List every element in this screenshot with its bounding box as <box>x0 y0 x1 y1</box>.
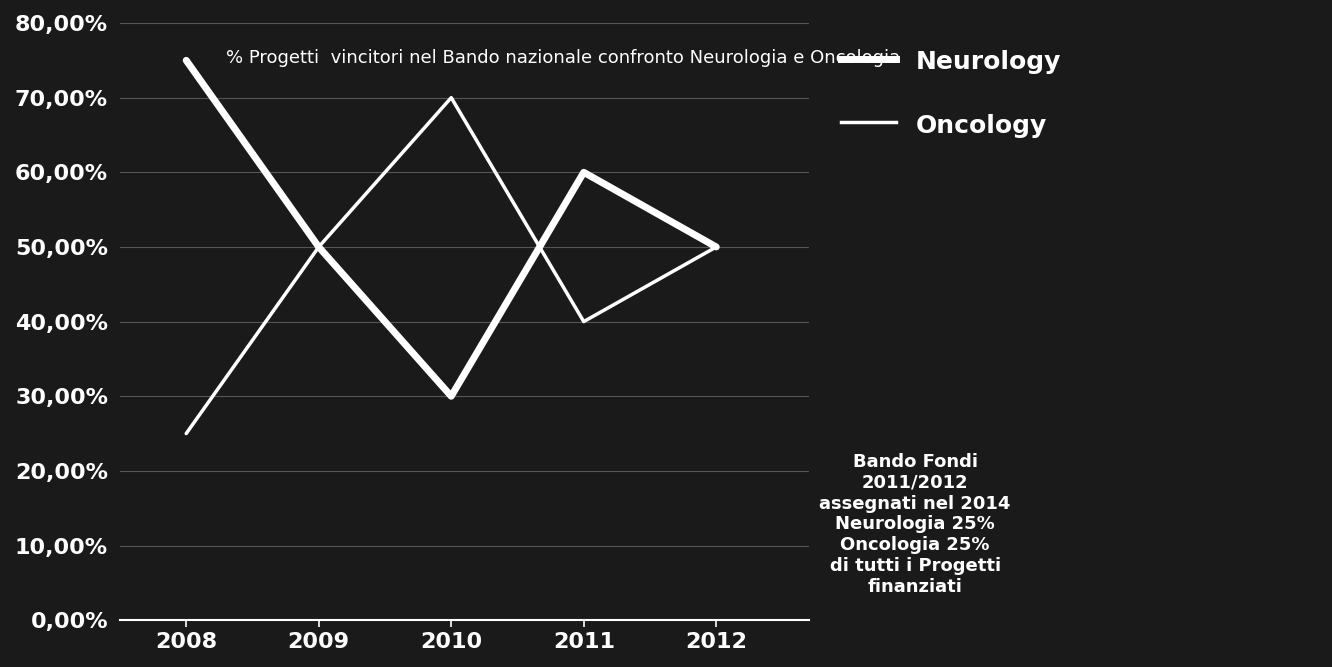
Legend: Neurology, Oncology: Neurology, Oncology <box>829 35 1074 151</box>
Text: Bando Fondi
2011/2012
assegnati nel 2014
Neurologia 25%
Oncologia 25%
di tutti i: Bando Fondi 2011/2012 assegnati nel 2014… <box>819 453 1011 596</box>
Text: % Progetti  vincitori nel Bando nazionale confronto Neurologia e Oncologia: % Progetti vincitori nel Bando nazionale… <box>226 49 900 67</box>
